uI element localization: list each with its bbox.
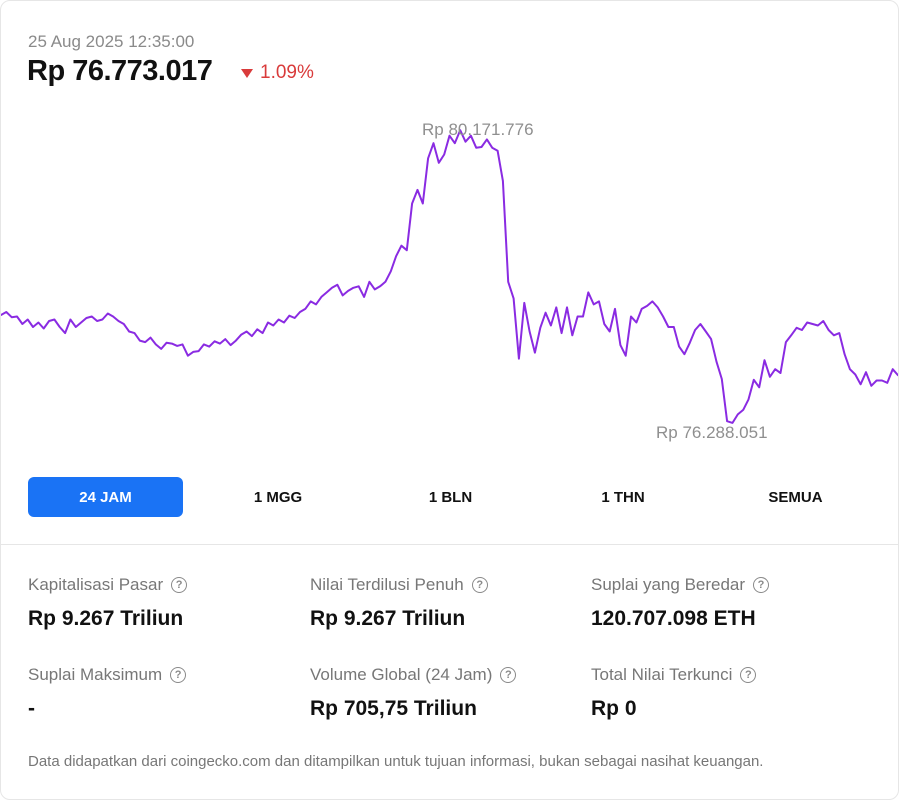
stat-value: Rp 9.267 Triliun — [28, 607, 184, 630]
stat-label: Kapitalisasi Pasar — [28, 575, 164, 594]
stat-value: - — [28, 697, 35, 720]
help-icon[interactable]: ? — [471, 577, 488, 593]
stat-value: Rp 705,75 Triliun — [310, 697, 477, 720]
range-all-button[interactable]: SEMUA — [768, 488, 823, 506]
help-icon[interactable]: ? — [171, 577, 188, 593]
stat-fully-diluted: Nilai Terdilusi Penuh? Rp 9.267 Triliun — [310, 575, 580, 631]
help-icon[interactable]: ? — [753, 577, 770, 593]
price-chart[interactable] — [1, 101, 898, 431]
price-change-value: 1.09% — [260, 62, 314, 83]
stat-total-value-locked: Total Nilai Terkunci? Rp 0 — [591, 665, 861, 721]
range-1y-button[interactable]: 1 THN — [601, 488, 645, 506]
range-1w-button[interactable]: 1 MGG — [253, 488, 303, 506]
stat-label: Suplai yang Beredar — [591, 575, 746, 594]
help-icon[interactable]: ? — [500, 667, 517, 683]
stat-label: Volume Global (24 Jam) — [310, 665, 493, 684]
chart-max-label: Rp 80.171.776 — [422, 120, 534, 139]
timestamp: 25 Aug 2025 12:35:00 — [28, 32, 195, 51]
stat-value: 120.707.098 ETH — [591, 607, 756, 630]
down-triangle-icon — [241, 69, 253, 78]
divider — [1, 544, 898, 545]
stat-label: Total Nilai Terkunci — [591, 665, 733, 684]
price-series-line — [1, 129, 898, 424]
range-24h-button[interactable]: 24 JAM — [28, 477, 183, 517]
time-range-selector: 24 JAM 1 MGG 1 BLN 1 THN SEMUA — [28, 477, 873, 517]
range-1m-button[interactable]: 1 BLN — [428, 488, 473, 506]
stat-global-volume: Volume Global (24 Jam)? Rp 705,75 Triliu… — [310, 665, 580, 721]
chart-min-label: Rp 76.288.051 — [656, 423, 768, 442]
disclaimer: Data didapatkan dari coingecko.com dan d… — [28, 753, 764, 770]
stat-market-cap: Kapitalisasi Pasar? Rp 9.267 Triliun — [28, 575, 298, 631]
price-change: 1.09% — [241, 62, 314, 84]
stat-value: Rp 0 — [591, 697, 637, 720]
help-icon[interactable]: ? — [170, 667, 187, 683]
stat-max-supply: Suplai Maksimum? - — [28, 665, 298, 721]
stat-value: Rp 9.267 Triliun — [310, 607, 466, 630]
current-price: Rp 76.773.017 — [27, 55, 213, 87]
stat-label: Suplai Maksimum — [28, 665, 163, 684]
help-icon[interactable]: ? — [740, 667, 757, 683]
stat-circulating-supply: Suplai yang Beredar? 120.707.098 ETH — [591, 575, 861, 631]
stat-label: Nilai Terdilusi Penuh — [310, 575, 464, 594]
